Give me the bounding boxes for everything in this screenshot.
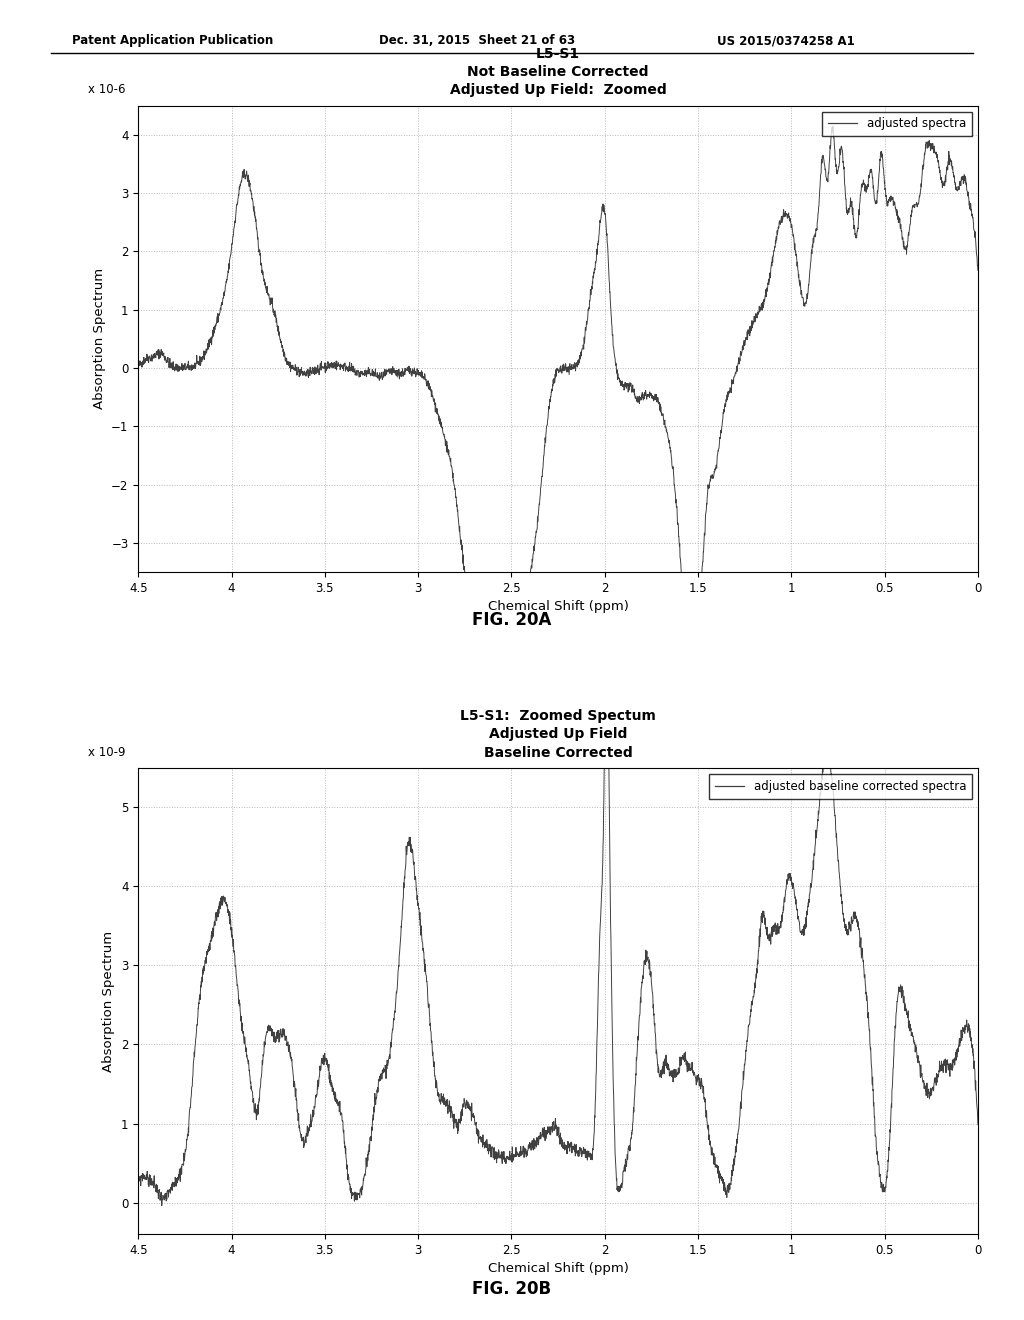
Title: L5-S1
Not Baseline Corrected
Adjusted Up Field:  Zoomed: L5-S1 Not Baseline Corrected Adjusted Up…	[450, 46, 667, 98]
Legend: adjusted baseline corrected spectra: adjusted baseline corrected spectra	[709, 774, 972, 799]
Y-axis label: Absorption Spectrum: Absorption Spectrum	[102, 931, 116, 1072]
Title: L5-S1:  Zoomed Spectum
Adjusted Up Field
Baseline Corrected: L5-S1: Zoomed Spectum Adjusted Up Field …	[460, 709, 656, 760]
Y-axis label: Absorption Spectrum: Absorption Spectrum	[92, 268, 105, 409]
X-axis label: Chemical Shift (ppm): Chemical Shift (ppm)	[487, 1262, 629, 1275]
Legend: adjusted spectra: adjusted spectra	[822, 111, 972, 136]
Text: US 2015/0374258 A1: US 2015/0374258 A1	[717, 34, 855, 48]
Text: FIG. 20A: FIG. 20A	[472, 611, 552, 628]
Text: x 10-6: x 10-6	[88, 83, 125, 96]
Text: x 10-9: x 10-9	[88, 746, 125, 759]
Text: Dec. 31, 2015  Sheet 21 of 63: Dec. 31, 2015 Sheet 21 of 63	[379, 34, 575, 48]
Text: FIG. 20B: FIG. 20B	[472, 1279, 552, 1298]
X-axis label: Chemical Shift (ppm): Chemical Shift (ppm)	[487, 601, 629, 614]
Text: Patent Application Publication: Patent Application Publication	[72, 34, 273, 48]
